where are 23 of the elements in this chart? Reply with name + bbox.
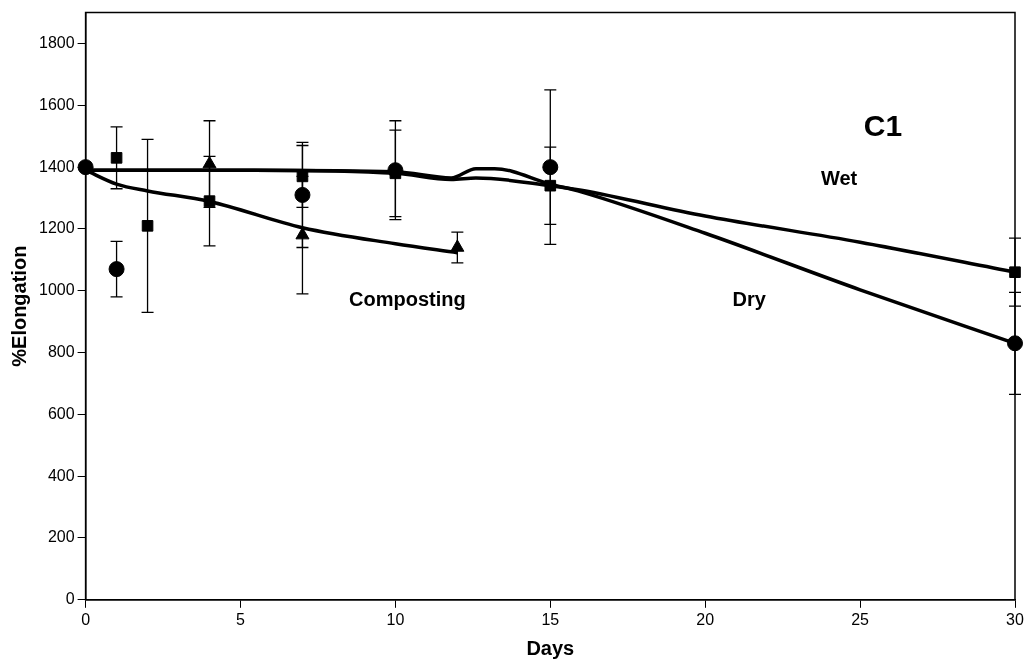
x-tick-label: 0 <box>81 610 91 628</box>
x-tick-label: 15 <box>541 610 560 628</box>
x-tick-label: 20 <box>696 610 715 628</box>
y-tick-label: 800 <box>47 342 75 360</box>
y-tick-label: 1200 <box>39 219 75 237</box>
y-tick-label: 0 <box>65 590 75 608</box>
y-tick-label: 600 <box>47 404 75 422</box>
y-tick-label: 1800 <box>39 33 75 51</box>
y-tick-label: 200 <box>47 528 75 546</box>
x-tick-label: 5 <box>236 610 246 628</box>
annotation: C1 <box>863 108 903 142</box>
series-label: Composting <box>349 288 466 311</box>
y-tick-label: 400 <box>47 466 75 484</box>
y-tick-label: 1600 <box>39 95 75 113</box>
x-tick-label: 10 <box>386 610 405 628</box>
x-tick-label: 25 <box>851 610 870 628</box>
series-label: Dry <box>732 287 767 310</box>
text: Wet <box>820 166 858 189</box>
x-tick-label: 30 <box>1006 610 1024 628</box>
y-axis-title: %Elongation <box>7 245 30 367</box>
y-tick-label: 1000 <box>39 281 75 299</box>
x-axis-title: Days <box>526 636 575 659</box>
y-tick-label: 1400 <box>39 157 75 175</box>
